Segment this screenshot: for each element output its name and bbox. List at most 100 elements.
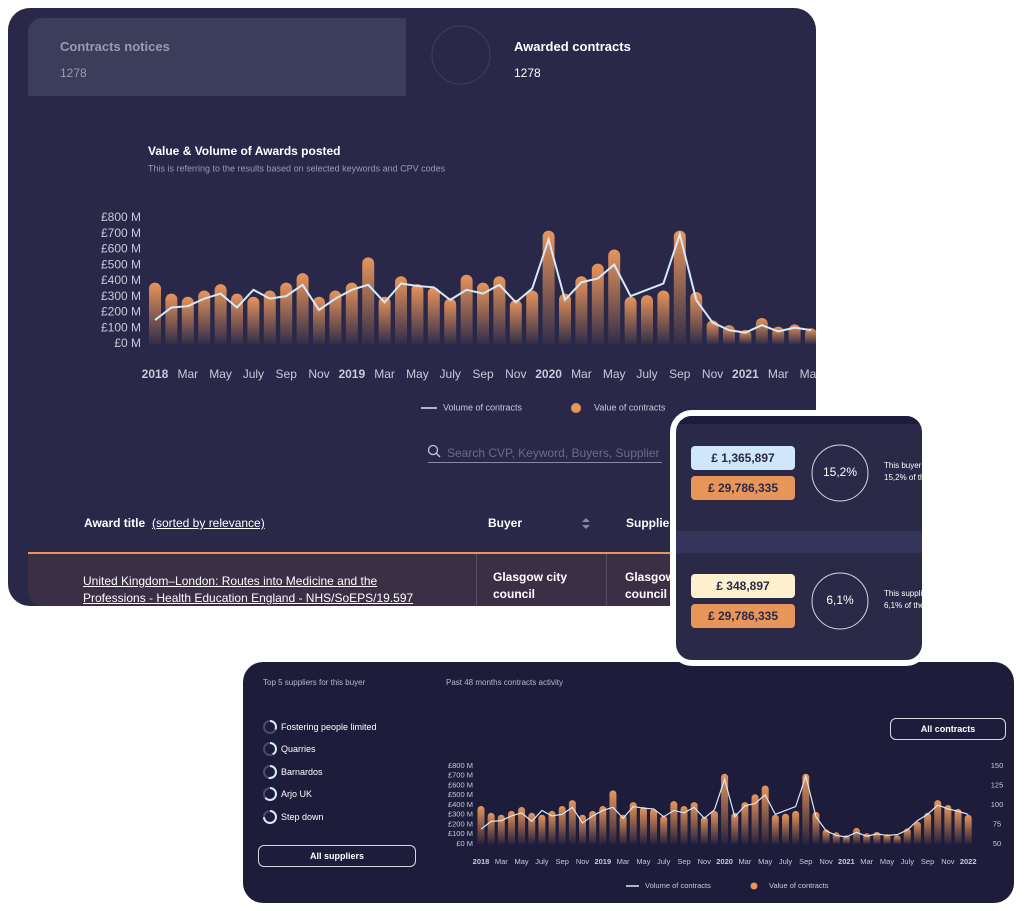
bar bbox=[487, 812, 495, 844]
search-input[interactable]: Search CVP, Keyword, Buyers, Supplier bbox=[447, 446, 660, 460]
x-tick-label: 2018 bbox=[142, 367, 169, 381]
amount-pill: £ 1,365,897 bbox=[691, 446, 795, 470]
y-tick-label: £200 M bbox=[448, 819, 473, 828]
bar bbox=[538, 814, 546, 844]
tab[interactable] bbox=[28, 18, 406, 96]
x-tick-label: July bbox=[636, 367, 657, 381]
x-tick-label: Mar bbox=[860, 857, 873, 866]
chart-subtitle: This is referring to the results based o… bbox=[148, 163, 446, 173]
column-header: Supplier bbox=[626, 516, 675, 530]
button[interactable]: All contracts bbox=[890, 718, 1006, 740]
bar bbox=[231, 293, 243, 344]
tab-count: 1278 bbox=[514, 66, 541, 80]
x-tick-label: Nov bbox=[941, 857, 955, 866]
x-tick-label: July bbox=[243, 367, 264, 381]
bar bbox=[362, 257, 375, 344]
bar bbox=[528, 812, 536, 844]
bar bbox=[842, 835, 850, 844]
legend-label: Volume of contracts bbox=[443, 402, 523, 412]
x-tick-label: May bbox=[880, 857, 894, 866]
bar bbox=[427, 287, 440, 344]
y-tick-label: £700 M bbox=[448, 771, 473, 780]
supplier-name: Barnardos bbox=[281, 766, 323, 777]
column-header[interactable]: Buyer bbox=[488, 516, 523, 530]
y-tick-label: £400 M bbox=[101, 273, 141, 287]
x-tick-label: July bbox=[657, 857, 671, 866]
x-tick-label: May bbox=[636, 857, 650, 866]
note: This buyer bbox=[884, 461, 922, 470]
supplier-name: Quarries bbox=[281, 744, 316, 755]
y2-tick-label: 75 bbox=[993, 819, 1001, 828]
x-tick-label: Sep bbox=[556, 857, 569, 866]
legend-label: Value of contracts bbox=[594, 402, 666, 412]
x-tick-label: Mar bbox=[571, 367, 592, 381]
button[interactable]: All suppliers bbox=[258, 845, 416, 867]
card-band bbox=[676, 416, 922, 424]
y-tick-label: £100 M bbox=[448, 829, 473, 838]
x-tick-label: Sep bbox=[669, 367, 691, 381]
panel-title: Past 48 months contracts activity bbox=[446, 678, 563, 687]
bar bbox=[710, 810, 718, 844]
x-tick-label: Mar bbox=[495, 857, 508, 866]
bar bbox=[411, 284, 424, 344]
percent: 15,2% bbox=[822, 465, 858, 479]
y2-tick-label: 100 bbox=[991, 800, 1004, 809]
legend-dot bbox=[750, 882, 758, 890]
x-tick-label: May bbox=[515, 857, 529, 866]
bar bbox=[700, 816, 708, 844]
bar bbox=[559, 293, 571, 344]
y-tick-label: £500 M bbox=[448, 790, 473, 799]
bar bbox=[589, 810, 597, 844]
y-tick-label: £500 M bbox=[101, 257, 141, 271]
x-tick-label: Sep bbox=[799, 857, 812, 866]
bar bbox=[706, 320, 719, 344]
x-tick-label: Nov bbox=[308, 367, 329, 381]
bar bbox=[924, 812, 932, 844]
y-tick-label: £300 M bbox=[448, 810, 473, 819]
bar bbox=[518, 806, 526, 844]
bar bbox=[345, 282, 358, 344]
x-tick-label: 2021 bbox=[732, 367, 759, 381]
percent: 6,1% bbox=[826, 593, 854, 607]
note: 6,1% of the bbox=[884, 601, 925, 610]
x-tick-label: Sep bbox=[472, 367, 494, 381]
total-pill: £ 29,786,335 bbox=[691, 476, 795, 500]
legend-dot bbox=[571, 403, 581, 413]
note: 15,2% of the bbox=[884, 473, 928, 482]
x-tick-label: Mar bbox=[617, 857, 630, 866]
bar bbox=[198, 290, 211, 344]
tab-label[interactable]: Awarded contracts bbox=[514, 39, 631, 54]
x-tick-label: Sep bbox=[921, 857, 934, 866]
y2-tick-label: 50 bbox=[993, 839, 1001, 848]
x-tick-label: May bbox=[758, 857, 772, 866]
bar bbox=[526, 290, 539, 344]
sort-note[interactable]: (sorted by relevance) bbox=[152, 516, 265, 530]
x-tick-label: July bbox=[440, 367, 461, 381]
bar bbox=[575, 276, 588, 344]
bar bbox=[657, 290, 670, 344]
x-tick-label: 2019 bbox=[338, 367, 365, 381]
legend-label: Volume of contracts bbox=[645, 881, 711, 890]
suppliers-panel: Top 5 suppliers for this buyer Past 48 m… bbox=[243, 662, 1014, 903]
bar bbox=[214, 284, 227, 344]
bar bbox=[329, 290, 342, 344]
stats-card: £ 1,365,897 £ 29,786,335 15,2% This buyer 15… bbox=[670, 410, 928, 666]
x-tick-label: Sep bbox=[276, 367, 298, 381]
bar bbox=[395, 276, 407, 344]
column-header: Award title bbox=[84, 516, 146, 530]
bar bbox=[639, 806, 647, 844]
x-tick-label: Nov bbox=[505, 367, 526, 381]
sort-icon[interactable] bbox=[581, 517, 591, 531]
y-tick-label: £700 M bbox=[101, 226, 141, 240]
bar bbox=[964, 814, 972, 844]
y-tick-label: £400 M bbox=[448, 800, 473, 809]
y2-tick-label: 125 bbox=[991, 780, 1004, 789]
bar bbox=[507, 810, 515, 844]
y-tick-label: £800 M bbox=[448, 761, 473, 770]
bar bbox=[280, 282, 293, 344]
y-tick-label: £600 M bbox=[101, 242, 141, 256]
bar bbox=[680, 805, 688, 844]
award-title[interactable]: United Kingdom–London: Routes into Medic… bbox=[83, 574, 414, 605]
x-tick-label: 2022 bbox=[960, 857, 977, 866]
